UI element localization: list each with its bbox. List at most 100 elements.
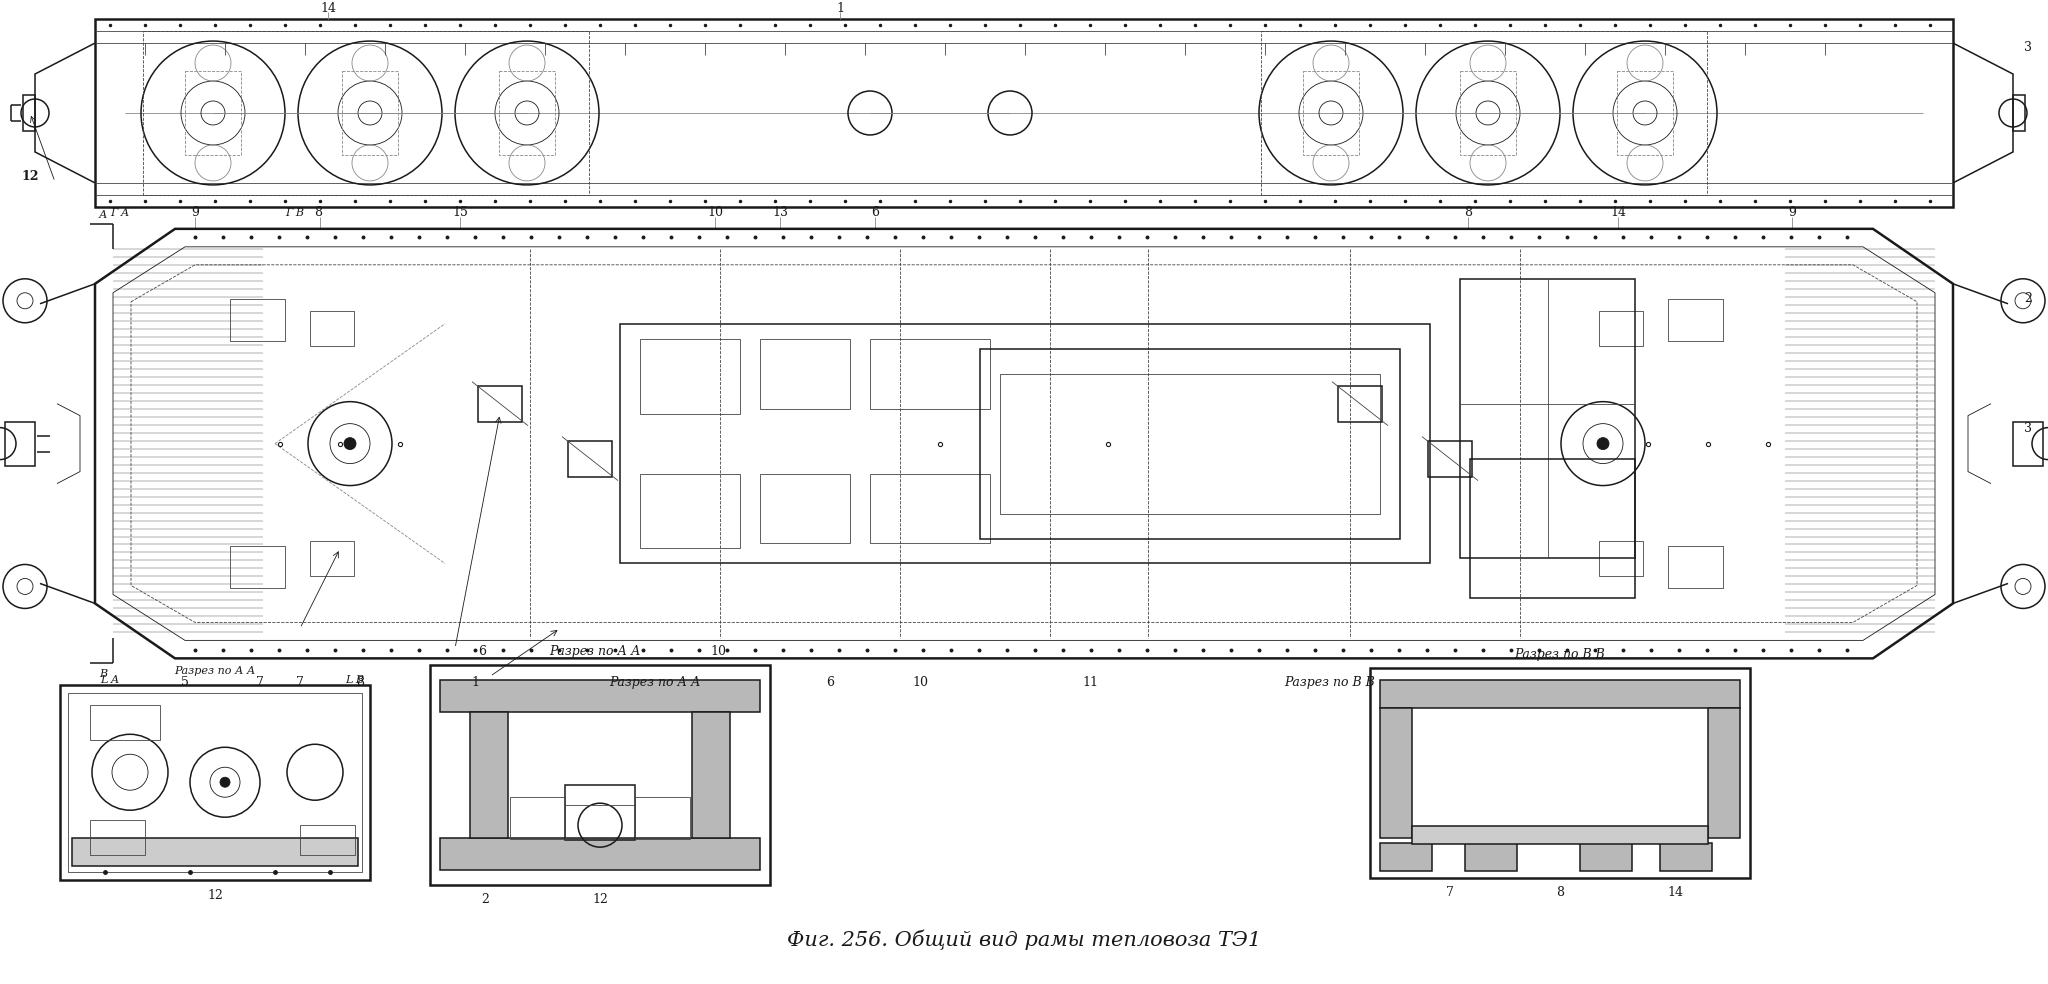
Circle shape — [1597, 438, 1610, 450]
Bar — [23, 95, 35, 131]
Bar — [1337, 386, 1382, 421]
Bar — [1380, 708, 1411, 838]
Bar — [72, 838, 358, 866]
Text: 3: 3 — [2023, 422, 2032, 435]
Text: Разрез по А А: Разрез по А А — [608, 676, 700, 689]
Text: Г В: Г В — [285, 208, 305, 217]
Bar — [760, 473, 850, 543]
Text: 5: 5 — [180, 676, 188, 689]
Text: 11: 11 — [1081, 676, 1098, 689]
Bar — [692, 712, 729, 838]
Bar — [440, 680, 760, 712]
Bar — [469, 712, 508, 838]
Text: 9: 9 — [190, 207, 199, 219]
Text: 10: 10 — [911, 676, 928, 689]
Text: 14: 14 — [1667, 886, 1683, 898]
Circle shape — [344, 438, 356, 450]
Circle shape — [219, 777, 229, 787]
Bar — [90, 706, 160, 740]
Bar — [229, 299, 285, 340]
Text: 14: 14 — [319, 2, 336, 15]
Bar — [760, 338, 850, 408]
Bar — [1667, 299, 1722, 340]
Text: 8: 8 — [1556, 886, 1565, 898]
Bar — [1427, 441, 1473, 476]
Bar — [510, 797, 565, 839]
Text: 3: 3 — [2023, 40, 2032, 53]
Text: 9: 9 — [1788, 207, 1796, 219]
Text: 1: 1 — [471, 676, 479, 689]
Bar — [2013, 95, 2025, 131]
Text: L А: L А — [100, 675, 119, 685]
Text: Фиг. 256. Общий вид рамы тепловоза ТЭ1: Фиг. 256. Общий вид рамы тепловоза ТЭ1 — [786, 930, 1262, 950]
Bar — [870, 338, 989, 408]
Text: Разрез по В В: Разрез по В В — [1284, 676, 1376, 689]
Text: 8: 8 — [356, 676, 365, 689]
Bar — [1708, 708, 1741, 838]
Text: 2: 2 — [481, 892, 489, 905]
Bar — [1618, 71, 1673, 154]
Text: 12: 12 — [20, 170, 39, 183]
Text: Г А: Г А — [111, 208, 129, 217]
Bar — [1303, 71, 1360, 154]
Bar — [567, 441, 612, 476]
Bar — [113, 249, 262, 639]
Text: В: В — [98, 669, 106, 679]
Bar — [1460, 71, 1516, 154]
Bar — [143, 31, 590, 195]
Bar — [639, 473, 739, 548]
Text: 8: 8 — [1464, 207, 1473, 219]
Bar — [2013, 421, 2044, 465]
Bar — [309, 311, 354, 345]
Bar — [1380, 680, 1741, 708]
Text: 2: 2 — [2023, 292, 2032, 305]
Text: 8: 8 — [313, 207, 322, 219]
Bar — [1460, 278, 1634, 559]
Bar — [1370, 668, 1749, 878]
Text: 14: 14 — [1610, 207, 1626, 219]
Text: 10: 10 — [707, 207, 723, 219]
Bar — [1786, 249, 1935, 639]
Text: 6: 6 — [870, 207, 879, 219]
Bar — [870, 473, 989, 543]
Text: Разрез по А А: Разрез по А А — [174, 666, 256, 676]
Text: А: А — [98, 210, 106, 219]
Bar — [299, 826, 354, 855]
Bar — [94, 19, 1954, 207]
Bar — [1262, 31, 1706, 195]
Bar — [68, 694, 362, 872]
Text: 12: 12 — [207, 889, 223, 901]
Text: Разрез по В В: Разрез по В В — [1516, 647, 1606, 661]
Bar — [1667, 546, 1722, 588]
Text: 6: 6 — [477, 645, 485, 658]
Text: Разрез по А А: Разрез по А А — [549, 645, 641, 658]
Bar — [184, 71, 242, 154]
Bar — [1599, 541, 1642, 577]
Text: 10: 10 — [711, 645, 725, 658]
Bar — [309, 541, 354, 577]
Bar — [90, 821, 145, 855]
Text: 7: 7 — [1446, 886, 1454, 898]
Text: L В: L В — [346, 675, 365, 685]
Bar — [981, 348, 1401, 538]
Bar — [229, 546, 285, 588]
Bar — [1464, 843, 1518, 871]
Bar — [342, 71, 397, 154]
Bar — [1579, 843, 1632, 871]
Bar — [999, 374, 1380, 514]
Text: 13: 13 — [772, 207, 788, 219]
Bar — [1411, 827, 1708, 844]
Bar — [621, 324, 1430, 564]
Bar — [1380, 843, 1432, 871]
Text: 15: 15 — [453, 207, 467, 219]
Bar — [1661, 843, 1712, 871]
Bar — [477, 386, 522, 421]
Bar — [565, 785, 635, 840]
Text: 7: 7 — [297, 676, 303, 689]
Bar — [1599, 311, 1642, 345]
Bar — [59, 685, 371, 880]
Text: 12: 12 — [592, 892, 608, 905]
Bar — [639, 338, 739, 413]
Bar — [430, 665, 770, 886]
Bar — [500, 71, 555, 154]
